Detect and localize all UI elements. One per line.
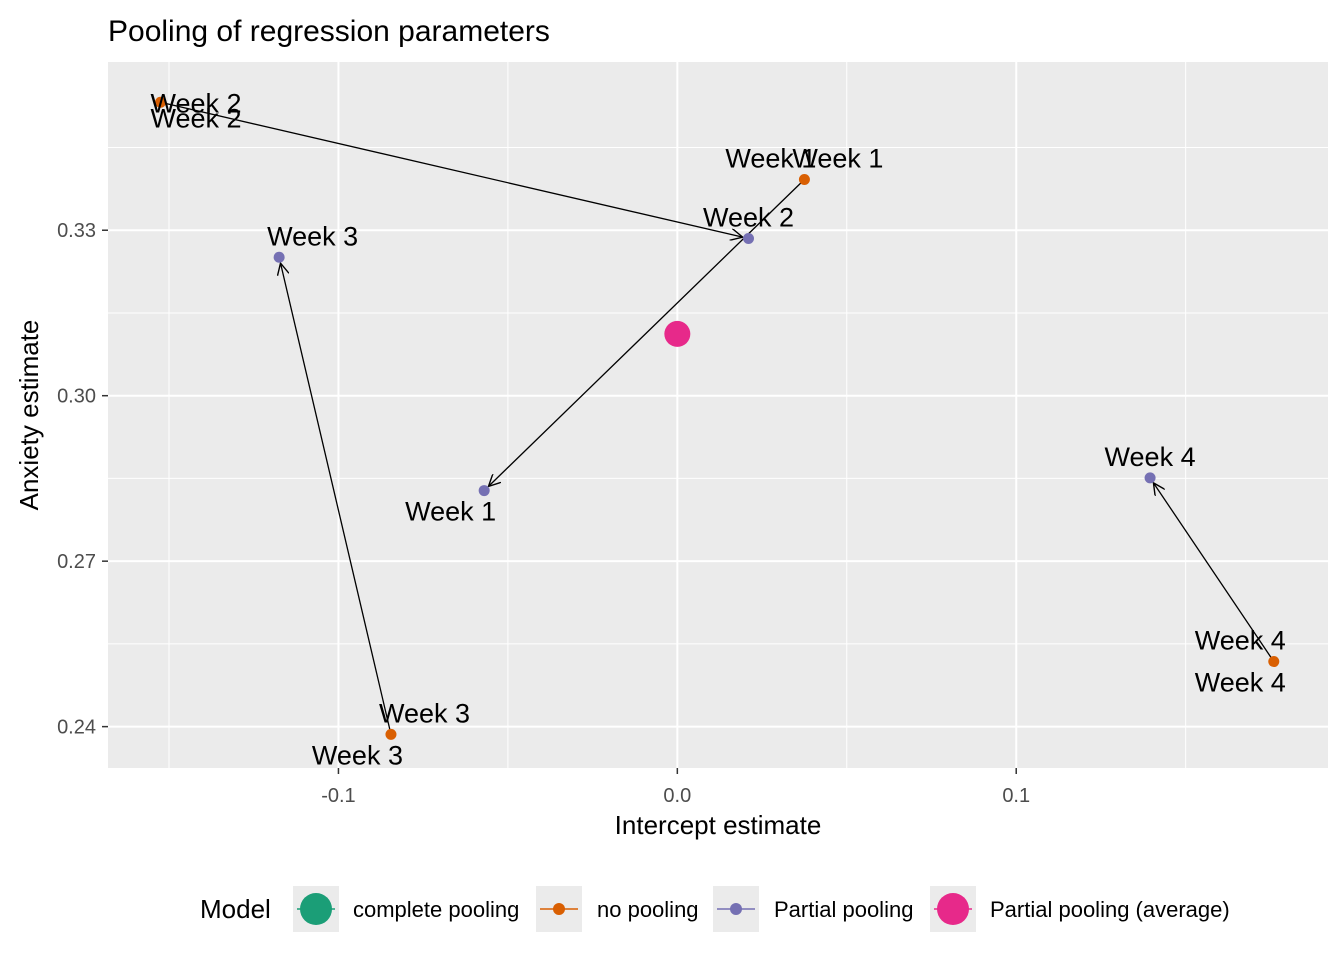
point-label: Week 3 [267, 221, 358, 251]
legend-title: Model [200, 894, 271, 924]
point-label: Week 2 [703, 203, 794, 233]
legend-key-point [553, 903, 565, 915]
x-axis-ticks: -0.1 0.0 0.1 [321, 768, 1030, 807]
plot-panel [108, 62, 1328, 768]
data-point [273, 251, 285, 263]
shrinkage-arrow [488, 179, 805, 486]
point-label: Week 4 [1195, 626, 1286, 656]
point-label: Week 2 [151, 103, 242, 133]
shrinkage-arrow [281, 263, 392, 735]
data-point [478, 485, 490, 497]
legend: Model complete pooling no pooling Partial p… [200, 886, 1230, 932]
legend-label: Partial pooling (average) [990, 897, 1230, 922]
data-point [743, 233, 754, 244]
grid-minor [108, 62, 1328, 768]
legend-key-point [300, 893, 332, 925]
legend-label: complete pooling [353, 897, 519, 922]
point-label: Week 4 [1195, 668, 1286, 698]
y-tick-label: 0.33 [57, 220, 96, 242]
x-tick-label: 0.1 [1002, 785, 1030, 807]
y-tick-label: 0.30 [57, 386, 96, 408]
chart-title: Pooling of regression parameters [108, 15, 550, 48]
average-point [664, 320, 691, 347]
point-label: Week 2 [151, 88, 242, 118]
legend-key-point [937, 893, 969, 925]
y-tick-label: 0.27 [57, 551, 96, 573]
data-point [798, 173, 810, 185]
point-label: Week 3 [312, 740, 403, 770]
shrinkage-arrow [1153, 483, 1275, 662]
point-label: Week 1 [792, 143, 883, 173]
x-tick-label: 0.0 [663, 785, 691, 807]
y-tick-label: 0.24 [57, 717, 96, 739]
x-axis-title: Intercept estimate [615, 810, 822, 840]
arrows [160, 101, 1275, 735]
data-point [1268, 656, 1280, 668]
point-label: Week 1 [725, 143, 816, 173]
data-point [1144, 472, 1156, 484]
x-tick-label: -0.1 [321, 785, 355, 807]
legend-key-point [730, 903, 742, 915]
point-label: Week 1 [405, 497, 496, 527]
y-axis-title: Anxiety estimate [14, 320, 44, 511]
legend-label: no pooling [597, 897, 699, 922]
data-point [155, 96, 167, 108]
y-axis-ticks: 0.24 0.27 0.30 0.33 [57, 220, 108, 739]
point-label: Week 4 [1105, 442, 1196, 472]
shrinkage-arrow [160, 101, 743, 237]
points [155, 96, 1280, 740]
legend-label: Partial pooling [774, 897, 913, 922]
point-label: Week 3 [379, 698, 470, 728]
data-point [385, 728, 397, 740]
